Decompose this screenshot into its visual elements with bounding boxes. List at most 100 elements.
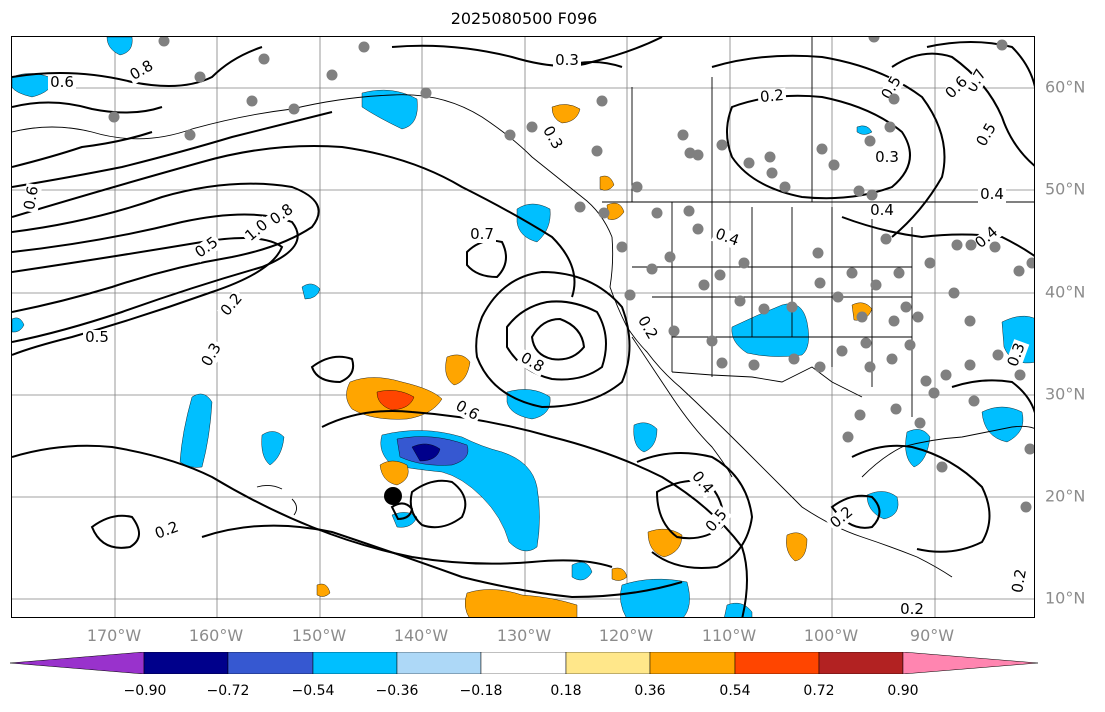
lon-label: 140°W [393, 626, 449, 645]
station-dot [964, 359, 976, 371]
contour-label-bg [873, 150, 901, 166]
station-dot [358, 41, 370, 53]
shade-negative [261, 431, 285, 466]
contour-label-bg [963, 64, 991, 98]
contour-label-bg [83, 330, 111, 346]
contour-label-bg [978, 187, 1006, 203]
station-dot [853, 185, 865, 197]
contour-label: 0.4 [688, 467, 717, 497]
contour-line [310, 355, 355, 384]
station-dot [864, 361, 876, 373]
contour-line [390, 502, 414, 521]
station-dot [828, 159, 840, 171]
station-dot [574, 201, 586, 213]
contour-label-bg [1004, 339, 1030, 371]
lon-label: 120°W [598, 626, 654, 645]
station-dot [706, 335, 718, 347]
colorbar-segment [396, 652, 482, 674]
station-dot [504, 129, 516, 141]
contour-line [12, 145, 576, 298]
shade-negative [361, 89, 418, 130]
contour-label-bg [701, 505, 733, 537]
colorbar-tick-label: 0.90 [887, 683, 919, 699]
shade-negative [620, 578, 690, 617]
station-dot [779, 181, 791, 193]
contour-line [636, 452, 754, 569]
shade-negative [633, 422, 658, 453]
station-dot [184, 129, 196, 141]
station-dot [748, 359, 760, 371]
contour-label: 0.6 [20, 185, 42, 212]
contour-label: 0.8 [266, 200, 296, 228]
map-panel: 0.3 0.2 0.8 0.7 0.6 0.5 0.6 0.5 0.3 0.4 0.3 0.4 0.6 0… [11, 36, 1035, 618]
lon-label: 150°W [291, 626, 347, 645]
contour-label: 0.5 [85, 328, 109, 346]
station-dot [651, 207, 663, 219]
station-dot [893, 267, 905, 279]
station-dot [1026, 257, 1034, 269]
station-dot [856, 311, 868, 323]
station-dot [258, 53, 270, 65]
station-dot [814, 361, 826, 373]
contour-label: 0.2 [1008, 568, 1030, 595]
station-dot [888, 315, 900, 327]
station-dot [1020, 501, 1032, 513]
shade-positive [599, 175, 615, 191]
station-dot [624, 289, 636, 301]
contour-label-bg [125, 57, 159, 85]
contour-line [201, 524, 683, 599]
station-dot [158, 37, 170, 47]
contour-label-bg [686, 467, 718, 499]
lat-label: 20°N [1045, 486, 1086, 506]
station-dot [860, 337, 872, 349]
lat-label: 10°N [1045, 588, 1086, 608]
colorbar-segment [312, 652, 398, 674]
station-dot [880, 233, 892, 245]
station-dot [989, 241, 1001, 253]
station-dot [108, 111, 120, 123]
station-dot [866, 189, 878, 201]
station-dot [692, 149, 704, 161]
contour-line [12, 182, 320, 313]
station-dot [964, 315, 976, 327]
station-dot [246, 95, 258, 107]
contour-line [409, 479, 467, 529]
station-dot [924, 257, 936, 269]
lon-label: 130°W [496, 626, 552, 645]
station-dot [832, 291, 844, 303]
station-dots [108, 37, 1034, 513]
station-dot [764, 151, 776, 163]
contour-line [12, 46, 263, 87]
contour-line [926, 41, 1034, 88]
contour-label: 0.7 [470, 225, 494, 243]
station-dot [965, 239, 977, 251]
station-dot [812, 247, 824, 259]
station-dot [1013, 265, 1025, 277]
station-dot [716, 357, 728, 369]
station-dot [598, 207, 610, 219]
colorbar-segment [818, 652, 904, 674]
lon-label: 110°W [701, 626, 757, 645]
contour-label-bg [198, 338, 226, 372]
shade-positive [647, 528, 683, 558]
contour-line [475, 270, 631, 409]
shade-positive [464, 589, 578, 617]
lon-label: 170°W [86, 626, 142, 645]
contour-label: 0.2 [900, 600, 924, 618]
us-mexico-border [671, 366, 863, 398]
station-dot [194, 71, 206, 83]
contour-label-bg [711, 225, 743, 251]
station-dot [786, 301, 798, 313]
storm-center-marker [384, 487, 402, 505]
contour-label: 0.6 [50, 73, 74, 91]
colorbar-tick-label: 0.18 [550, 683, 582, 699]
contour-label-bg [973, 118, 1001, 152]
shade-negative [856, 125, 873, 135]
canada-provinces [631, 37, 813, 202]
shade-negative [731, 303, 809, 357]
contour-label: 0.4 [870, 201, 894, 219]
contour-label-bg [971, 222, 1003, 254]
contour-label-bg [21, 182, 43, 214]
contour-line [12, 444, 613, 568]
map-title: 2025080500 F096 [450, 9, 598, 28]
